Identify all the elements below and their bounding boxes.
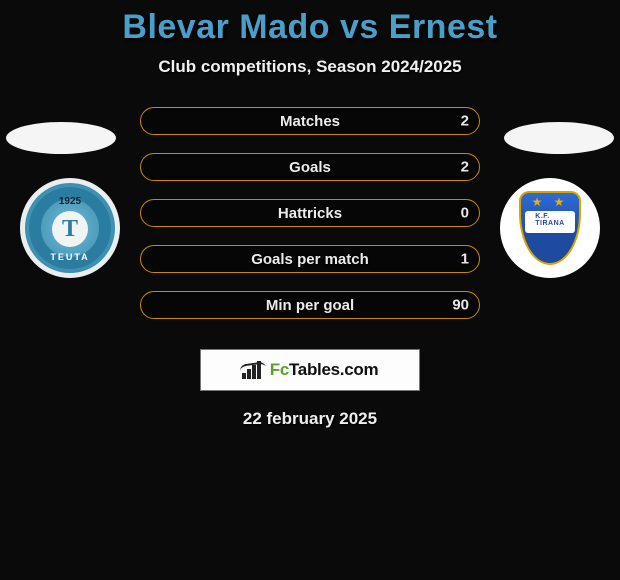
bar-chart-icon [242,361,264,379]
stat-row: Min per goal 90 [140,291,480,319]
stat-label: Matches [280,113,340,130]
stat-row: Goals per match 1 [140,245,480,273]
stat-label: Hattricks [278,205,342,222]
fctables-logo[interactable]: FcTables.com [200,349,420,391]
subtitle: Club competitions, Season 2024/2025 [0,57,620,77]
date-label: 22 february 2025 [0,409,620,429]
stat-label: Min per goal [266,297,354,314]
stat-value-right: 0 [461,205,469,222]
page-title: Blevar Mado vs Ernest [0,8,620,47]
stats-list: Matches 2 Goals 2 Hattricks 0 Goals per match 1… [140,107,480,319]
club-crest-left: 1925 T TEUTA [20,178,120,278]
logo-text: FcTables.com [270,360,379,380]
stat-row: Hattricks 0 [140,199,480,227]
stat-row: Matches 2 [140,107,480,135]
stat-value-right: 2 [461,113,469,130]
stat-row: Goals 2 [140,153,480,181]
crest-left-year: 1925 [59,196,81,207]
player-photo-right-placeholder [504,122,614,154]
crest-left-name: TEUTA [50,252,89,262]
crest-right-text: K.F. TIRANA [535,213,564,227]
stat-label: Goals [289,159,331,176]
stat-value-right: 1 [461,251,469,268]
crest-right-stars: ★ ★ [521,195,579,209]
crest-left-letter: T [52,211,88,247]
stat-label: Goals per match [251,251,369,268]
player-photo-left-placeholder [6,122,116,154]
club-crest-right: ★ ★ K.F. TIRANA [500,178,600,278]
stat-value-right: 2 [461,159,469,176]
stat-value-right: 90 [452,297,469,314]
